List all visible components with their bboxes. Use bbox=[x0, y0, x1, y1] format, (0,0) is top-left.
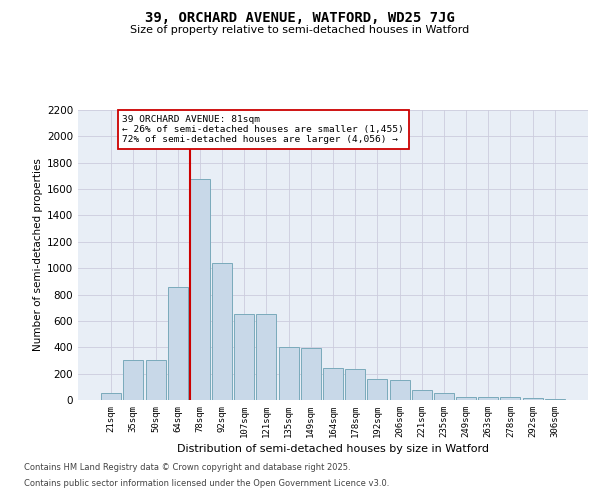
Bar bbox=[212, 263, 232, 400]
Bar bbox=[323, 368, 343, 400]
Bar bbox=[234, 314, 254, 400]
Text: Contains public sector information licensed under the Open Government Licence v3: Contains public sector information licen… bbox=[24, 478, 389, 488]
Text: Size of property relative to semi-detached houses in Watford: Size of property relative to semi-detach… bbox=[130, 25, 470, 35]
Bar bbox=[278, 348, 299, 400]
Text: 39 ORCHARD AVENUE: 81sqm
← 26% of semi-detached houses are smaller (1,455)
72% o: 39 ORCHARD AVENUE: 81sqm ← 26% of semi-d… bbox=[122, 114, 404, 144]
Bar bbox=[301, 348, 321, 400]
Y-axis label: Number of semi-detached properties: Number of semi-detached properties bbox=[33, 158, 43, 352]
Bar bbox=[478, 398, 498, 400]
Bar bbox=[168, 286, 188, 400]
Bar bbox=[434, 394, 454, 400]
Bar bbox=[124, 360, 143, 400]
Bar bbox=[523, 398, 542, 400]
Bar bbox=[101, 394, 121, 400]
Bar bbox=[500, 398, 520, 400]
Bar bbox=[256, 314, 277, 400]
Text: 39, ORCHARD AVENUE, WATFORD, WD25 7JG: 39, ORCHARD AVENUE, WATFORD, WD25 7JG bbox=[145, 11, 455, 25]
Bar bbox=[389, 380, 410, 400]
Bar bbox=[412, 390, 432, 400]
X-axis label: Distribution of semi-detached houses by size in Watford: Distribution of semi-detached houses by … bbox=[177, 444, 489, 454]
Bar bbox=[190, 178, 210, 400]
Bar bbox=[345, 369, 365, 400]
Bar bbox=[146, 360, 166, 400]
Text: Contains HM Land Registry data © Crown copyright and database right 2025.: Contains HM Land Registry data © Crown c… bbox=[24, 464, 350, 472]
Bar bbox=[456, 396, 476, 400]
Bar bbox=[367, 379, 388, 400]
